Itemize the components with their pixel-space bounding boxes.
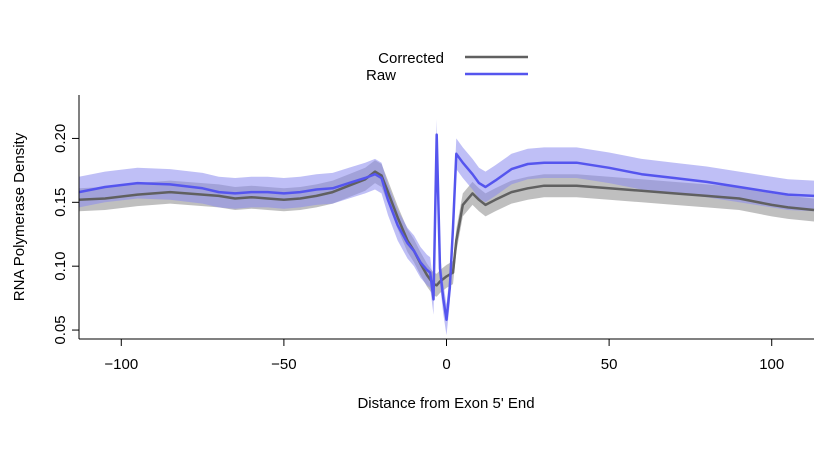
y-tick-label: 0.05 xyxy=(52,315,69,344)
legend-label-raw: Raw xyxy=(366,67,396,84)
x-tick-label: 0 xyxy=(442,356,450,373)
x-tick-label: −100 xyxy=(104,356,138,373)
y-tick-label: 0.20 xyxy=(52,124,69,153)
legend-label-corrected: Corrected xyxy=(378,50,444,67)
y-axis-title: RNA Polymerase Density xyxy=(11,132,28,301)
plot-area xyxy=(78,119,815,336)
x-tick-label: −50 xyxy=(271,356,296,373)
x-tick-label: 100 xyxy=(759,356,784,373)
series-line-raw xyxy=(78,133,815,322)
x-ticks: −100 −50 0 50 100 xyxy=(104,339,784,373)
y-ticks: 0.05 0.10 0.15 0.20 xyxy=(52,124,79,345)
y-tick-label: 0.15 xyxy=(52,188,69,217)
x-tick-label: 50 xyxy=(601,356,618,373)
y-tick-label: 0.10 xyxy=(52,252,69,281)
legend: Corrected Raw xyxy=(366,50,528,84)
series-band-raw xyxy=(79,119,814,336)
x-axis-title: Distance from Exon 5' End xyxy=(357,395,534,412)
